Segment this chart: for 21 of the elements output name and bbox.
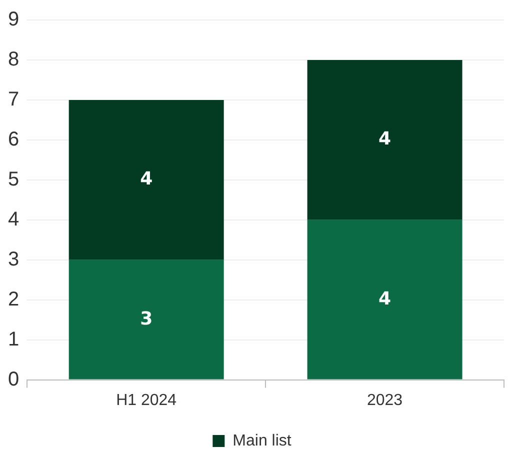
y-tick-label: 4 bbox=[8, 208, 20, 230]
y-tick-label: 8 bbox=[8, 48, 20, 70]
y-tick-label: 0 bbox=[8, 368, 20, 390]
y-tick-label: 1 bbox=[8, 328, 20, 350]
x-tick-label: 2023 bbox=[366, 392, 403, 409]
bar bbox=[307, 60, 462, 220]
bar bbox=[307, 220, 462, 380]
bar bbox=[68, 260, 224, 380]
y-tick-label: 3 bbox=[8, 248, 20, 270]
y-tick-label: 7 bbox=[8, 88, 20, 110]
data-label: 4 bbox=[140, 168, 153, 190]
y-tick-label: 5 bbox=[8, 168, 20, 190]
data-label: 3 bbox=[140, 308, 153, 330]
data-label: 4 bbox=[378, 128, 392, 150]
y-tick-label: 6 bbox=[8, 128, 20, 150]
y-tick-label: 2 bbox=[8, 288, 20, 310]
x-tick-label: H1 2024 bbox=[116, 392, 177, 409]
data-label: 4 bbox=[378, 288, 392, 310]
y-tick-label: 9 bbox=[8, 8, 20, 31]
legend-label: Main list bbox=[232, 432, 292, 450]
bar bbox=[68, 100, 224, 260]
